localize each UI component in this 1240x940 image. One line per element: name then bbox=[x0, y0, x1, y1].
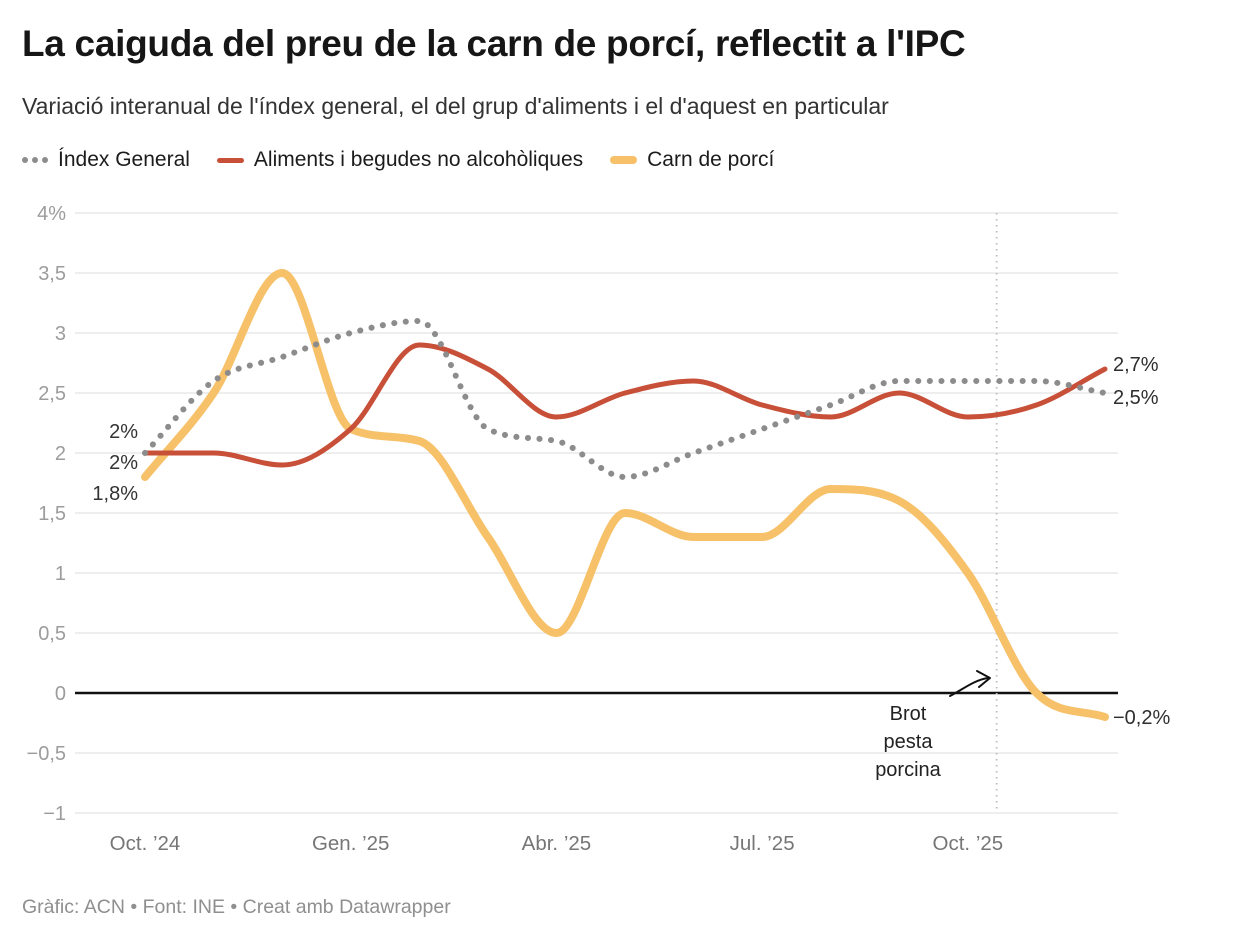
y-tick-label: 3 bbox=[55, 323, 66, 345]
dotted-line-marker-icon bbox=[22, 157, 48, 163]
x-tick-label: Oct. ’25 bbox=[933, 832, 1004, 855]
annotation-text: Brot bbox=[890, 703, 927, 725]
y-tick-label: 4% bbox=[37, 203, 66, 225]
series-line-aliments-i-begudes-no-alcoholiques bbox=[142, 342, 1108, 468]
y-tick-label: 2 bbox=[55, 443, 66, 465]
annotation-text: pesta bbox=[884, 731, 934, 753]
start-value-label-carn-de-porci: 1,8% bbox=[92, 483, 138, 505]
annotation-text: porcina bbox=[875, 759, 941, 781]
legend-label: Aliments i begudes no alcohòliques bbox=[253, 148, 584, 171]
x-tick-label: Oct. ’24 bbox=[110, 832, 181, 855]
line-marker-icon bbox=[610, 156, 638, 164]
footer-credit: Gràfic: ACN • Font: INE • Creat amb Data… bbox=[22, 896, 451, 918]
annotation-arrowhead bbox=[976, 670, 991, 688]
series-line-index-general bbox=[142, 318, 1108, 480]
legend: Índex General Aliments i begudes no alcoh… bbox=[22, 148, 774, 172]
y-tick-label: 1,5 bbox=[38, 503, 66, 525]
chart-subtitle: Variació interanual de l'índex general, … bbox=[22, 92, 889, 119]
line-marker-icon bbox=[216, 157, 244, 163]
y-tick-label: 3,5 bbox=[38, 263, 66, 285]
y-tick-label: −0,5 bbox=[27, 743, 66, 765]
start-value-label-index-general: 2% bbox=[109, 421, 138, 443]
x-tick-label: Abr. ’25 bbox=[522, 832, 592, 855]
legend-item-1: Índex General bbox=[22, 148, 190, 172]
chart-title: La caiguda del preu de la carn de porcí,… bbox=[22, 23, 966, 64]
series-line-carn-de-porci bbox=[141, 269, 1109, 721]
annotation-arrow bbox=[949, 677, 989, 697]
legend-item-3: Carn de porcí bbox=[610, 148, 774, 172]
legend-label: Índex General bbox=[58, 148, 190, 171]
legend-label: Carn de porcí bbox=[647, 148, 775, 171]
y-tick-label: 0,5 bbox=[38, 623, 66, 645]
end-value-label-aliments-i-begudes-no-alcoholiques: 2,7% bbox=[1113, 354, 1159, 376]
y-tick-label: 2,5 bbox=[38, 383, 66, 405]
x-tick-label: Gen. ’25 bbox=[312, 832, 390, 855]
y-tick-label: 1 bbox=[55, 563, 66, 585]
start-value-label-aliments-i-begudes-no-alcoholiques: 2% bbox=[109, 452, 138, 474]
y-tick-label: 0 bbox=[55, 683, 66, 705]
end-value-label-carn-de-porci: −0,2% bbox=[1113, 707, 1170, 729]
end-value-label-index-general: 2,5% bbox=[1113, 387, 1159, 409]
legend-item-2: Aliments i begudes no alcohòliques bbox=[216, 148, 584, 172]
x-tick-label: Jul. ’25 bbox=[730, 832, 795, 855]
y-tick-label: −1 bbox=[43, 803, 66, 825]
chart-header: La caiguda del preu de la carn de porcí,… bbox=[22, 0, 1202, 120]
